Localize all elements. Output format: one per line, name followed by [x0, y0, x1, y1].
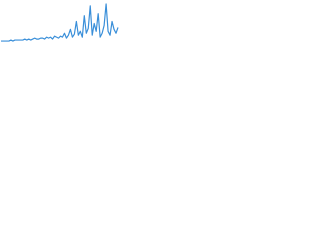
data-line [1, 3, 119, 42]
page: {"chart_data": {"type": "line", "color":… [0, 0, 120, 45]
chart [1, 3, 119, 42]
